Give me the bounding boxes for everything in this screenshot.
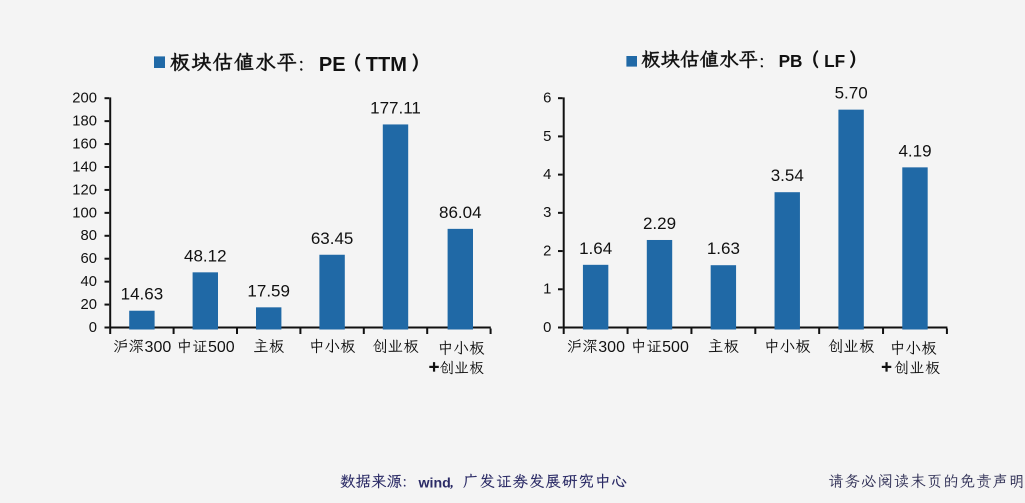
svg-text:86.04: 86.04: [439, 203, 482, 222]
svg-text:1.63: 1.63: [707, 239, 740, 258]
svg-text:300: 300: [598, 339, 625, 356]
svg-text:14.63: 14.63: [121, 285, 164, 304]
svg-text:48.12: 48.12: [184, 246, 227, 265]
svg-text:wind: wind: [418, 475, 451, 491]
svg-text:PB: PB: [779, 51, 803, 71]
svg-text:120: 120: [72, 182, 97, 198]
svg-text:5.70: 5.70: [835, 84, 868, 103]
svg-text:100: 100: [72, 205, 97, 221]
svg-text:PE: PE: [319, 54, 346, 76]
svg-text:LF: LF: [824, 51, 845, 71]
svg-text:3: 3: [543, 205, 551, 221]
svg-text:160: 160: [72, 136, 97, 152]
svg-text:500: 500: [208, 339, 235, 356]
svg-text:TTM: TTM: [366, 54, 407, 76]
svg-text:500: 500: [662, 339, 689, 356]
svg-text:1: 1: [543, 282, 551, 298]
svg-text:60: 60: [81, 251, 97, 267]
svg-text:80: 80: [81, 228, 97, 244]
svg-text:177.11: 177.11: [370, 98, 421, 117]
svg-text:2: 2: [543, 243, 551, 259]
svg-text:200: 200: [72, 91, 97, 107]
svg-text:40: 40: [81, 274, 97, 290]
svg-text:6: 6: [543, 91, 551, 107]
svg-text:140: 140: [72, 159, 97, 175]
svg-text:5: 5: [543, 129, 551, 145]
svg-text:180: 180: [72, 114, 97, 130]
svg-text:3.54: 3.54: [771, 166, 804, 185]
svg-text:4.19: 4.19: [898, 141, 931, 160]
svg-text:17.59: 17.59: [247, 281, 290, 300]
svg-text:0: 0: [543, 320, 551, 336]
svg-text:0: 0: [89, 320, 97, 336]
svg-text:20: 20: [81, 297, 97, 313]
svg-text:4: 4: [543, 167, 551, 183]
svg-text:1.64: 1.64: [579, 239, 612, 258]
svg-text:63.45: 63.45: [311, 229, 354, 248]
svg-text:300: 300: [145, 339, 172, 356]
svg-text:2.29: 2.29: [643, 214, 676, 233]
